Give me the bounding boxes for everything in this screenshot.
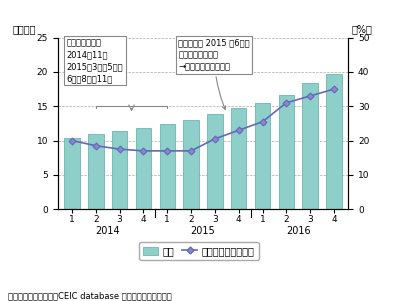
Bar	[302, 83, 318, 209]
Text: 資料：中国人民銀行、CEIC database から経済産業省作成。: 資料：中国人民銀行、CEIC database から経済産業省作成。	[8, 291, 172, 300]
Bar	[136, 128, 151, 209]
Text: （%）: （%）	[351, 24, 372, 34]
Text: 株式市況が 2015 年6月を
ピークに大幅下落
→資金が不動産市場へ: 株式市況が 2015 年6月を ピークに大幅下落 →資金が不動産市場へ	[178, 39, 250, 109]
Bar	[231, 108, 246, 209]
Text: 2016: 2016	[286, 226, 310, 236]
Legend: 残高, 前年比（右目盛り）: 残高, 前年比（右目盛り）	[139, 242, 259, 260]
Bar	[64, 138, 80, 209]
Bar	[112, 131, 127, 209]
Bar	[326, 74, 342, 209]
Text: 2015: 2015	[191, 226, 215, 236]
Bar	[255, 103, 270, 209]
Bar	[207, 114, 222, 209]
Bar	[88, 134, 103, 209]
Bar	[183, 120, 199, 209]
Bar	[160, 124, 175, 209]
Text: （兆元）: （兆元）	[13, 24, 36, 34]
Text: 政策金利引下げ
2014年11月
2015年3月、5月、
6月、8月、11月: 政策金利引下げ 2014年11月 2015年3月、5月、 6月、8月、11月	[66, 39, 123, 83]
Bar	[279, 95, 294, 209]
Text: 2014: 2014	[96, 226, 120, 236]
